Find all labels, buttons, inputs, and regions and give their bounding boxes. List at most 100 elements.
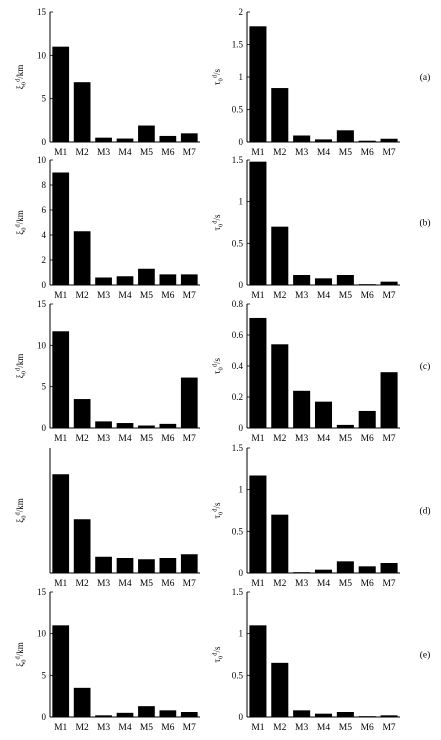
- y-axis-label: ξ0d/km: [15, 210, 28, 235]
- x-tick-label: M3: [97, 723, 110, 733]
- y-tick-label: 1: [239, 72, 244, 82]
- chart-panel: 0 0.5 1 1.5 M1 M2 M3 M4 M5 M6 M7 τ0d/s (d): [212, 443, 431, 589]
- panel-label: (a): [420, 72, 431, 83]
- bar: [314, 569, 333, 573]
- bar: [52, 331, 70, 428]
- bar: [380, 563, 398, 573]
- y-tick-label: 0.5: [232, 670, 244, 680]
- bar: [271, 88, 289, 142]
- x-tick-label: M4: [118, 148, 131, 158]
- x-tick-label: M1: [54, 148, 67, 158]
- x-tick-label: M6: [161, 723, 174, 733]
- y-axis-label: τ0d/s: [212, 502, 225, 519]
- x-tick-label: M7: [382, 434, 395, 444]
- y-axis-label: ξ0d/km: [15, 498, 28, 523]
- bar: [249, 161, 267, 285]
- y-tick-label: 5: [42, 382, 47, 392]
- bar: [159, 274, 177, 285]
- y-tick-label: 10: [37, 629, 47, 639]
- y-tick-label: 1.5: [232, 155, 244, 165]
- x-tick-label: M2: [273, 434, 286, 444]
- bar: [138, 125, 155, 142]
- bar: [116, 712, 134, 717]
- x-tick-label: M2: [273, 148, 286, 158]
- y-tick-label: 0: [239, 568, 244, 578]
- y-tick-label: 0.4: [232, 361, 244, 371]
- x-tick-label: M4: [118, 723, 131, 733]
- bar: [249, 26, 267, 142]
- bar: [336, 424, 354, 428]
- bar: [73, 231, 91, 285]
- y-tick-label: 0: [42, 423, 47, 433]
- x-tick-label: M5: [140, 291, 153, 301]
- x-tick-label: M7: [382, 148, 395, 158]
- x-tick-label: M4: [118, 579, 131, 589]
- x-tick-label: M1: [251, 434, 264, 444]
- y-tick-label: 15: [37, 7, 47, 17]
- x-tick-label: M2: [273, 291, 286, 301]
- y-tick-label: 10: [37, 340, 47, 350]
- y-tick-label: 0: [239, 280, 244, 290]
- x-tick-label: M2: [273, 579, 286, 589]
- x-tick-label: M1: [54, 723, 67, 733]
- bar: [159, 558, 177, 573]
- bar: [116, 558, 134, 573]
- bar: [52, 172, 70, 285]
- x-tick-label: M4: [118, 434, 131, 444]
- panel-label: (b): [419, 218, 430, 229]
- x-tick-label: M5: [140, 723, 153, 733]
- x-tick-label: M1: [251, 148, 264, 158]
- bar: [293, 710, 311, 717]
- bar: [293, 390, 311, 428]
- y-tick-label: 15: [37, 587, 47, 597]
- bar: [116, 423, 134, 428]
- y-axis-label: ξ0d/km: [15, 65, 28, 90]
- y-tick-label: 1: [239, 197, 244, 207]
- bar: [358, 566, 376, 573]
- x-tick-label: M7: [382, 291, 395, 301]
- y-tick-label: 6: [42, 205, 47, 215]
- y-tick-label: 4: [42, 230, 47, 240]
- x-tick-label: M3: [97, 148, 110, 158]
- x-tick-label: M5: [339, 434, 352, 444]
- x-tick-label: M1: [54, 291, 67, 301]
- x-tick-label: M6: [161, 148, 174, 158]
- y-tick-label: 0: [239, 137, 244, 147]
- x-tick-label: M1: [54, 579, 67, 589]
- x-tick-label: M3: [295, 434, 308, 444]
- x-tick-label: M5: [339, 291, 352, 301]
- x-tick-label: M2: [273, 723, 286, 733]
- x-tick-label: M5: [140, 148, 153, 158]
- x-tick-label: M7: [183, 148, 196, 158]
- bar: [358, 284, 376, 285]
- bar: [159, 135, 177, 142]
- panel-label: (e): [420, 650, 431, 661]
- bar: [73, 687, 91, 717]
- y-tick-label: 0.2: [232, 392, 243, 402]
- bar: [180, 274, 198, 285]
- bar: [249, 317, 267, 428]
- chart-panel: 0 5 10 15 M1 M2 M3 M4 M5 M6 M7 ξ0d/km: [15, 299, 200, 444]
- bar: [159, 423, 177, 428]
- x-tick-label: M4: [317, 291, 330, 301]
- panel-label: (d): [419, 506, 430, 517]
- bar: [380, 372, 398, 428]
- bar: [180, 712, 198, 717]
- y-tick-label: 0.6: [232, 330, 244, 340]
- bar: [95, 556, 112, 573]
- bar: [271, 662, 289, 717]
- x-tick-label: M3: [295, 291, 308, 301]
- bar: [52, 46, 70, 142]
- x-tick-label: M7: [183, 579, 196, 589]
- bar: [314, 713, 333, 717]
- panel-label: (c): [420, 361, 431, 372]
- bar: [271, 514, 289, 573]
- bar: [380, 715, 398, 717]
- y-axis-label: τ0d/s: [212, 646, 225, 663]
- y-tick-label: 10: [37, 155, 47, 165]
- bar: [95, 277, 112, 285]
- y-tick-label: 0: [42, 280, 47, 290]
- y-tick-label: 0: [42, 137, 47, 147]
- y-tick-label: 0: [239, 423, 244, 433]
- bar: [293, 572, 311, 573]
